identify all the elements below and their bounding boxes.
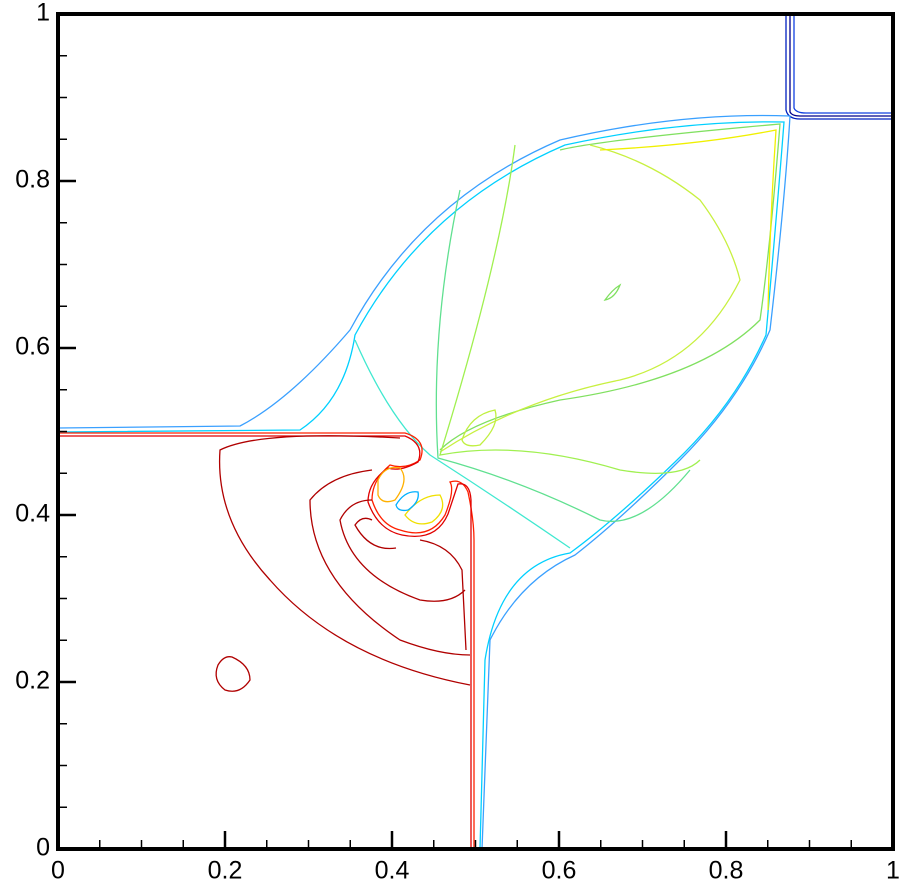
contour-line xyxy=(339,499,466,602)
contour-line xyxy=(439,144,701,474)
contour-line xyxy=(785,14,893,120)
contour-line xyxy=(354,339,571,549)
x-tick-label: 0.4 xyxy=(375,857,410,885)
contour-line xyxy=(57,114,791,850)
y-tick-label: 1 xyxy=(36,0,50,27)
x-tick-label: 0.2 xyxy=(208,857,243,885)
contour-line xyxy=(354,517,397,550)
contour-line xyxy=(789,14,893,117)
contour-line xyxy=(599,129,777,311)
contour-lines xyxy=(57,14,893,850)
contour-line xyxy=(215,656,251,692)
y-tick-label: 0.2 xyxy=(15,667,50,695)
contour-line xyxy=(218,435,471,686)
y-tick-label: 0.4 xyxy=(15,500,50,528)
contour-line xyxy=(461,409,497,447)
contour-line xyxy=(58,432,475,849)
contour-line xyxy=(58,435,472,849)
contour-line xyxy=(439,144,741,453)
contour-line xyxy=(439,123,781,451)
x-tick-label: 0.6 xyxy=(542,857,577,885)
contour-line xyxy=(435,189,691,522)
contour-line xyxy=(419,539,467,651)
contour-line xyxy=(793,14,893,114)
y-tick-label: 0.6 xyxy=(15,333,50,361)
contour-line xyxy=(57,121,785,850)
x-tick-label: 1 xyxy=(886,857,900,885)
contour-line xyxy=(603,283,622,301)
contour-line xyxy=(404,494,444,525)
contour-line xyxy=(395,491,419,512)
y-tick-label: 0 xyxy=(36,834,50,862)
x-tick-label: 0 xyxy=(51,857,65,885)
contour-line xyxy=(377,466,405,503)
x-tick-label: 0.8 xyxy=(709,857,744,885)
y-tick-label: 0.8 xyxy=(15,166,50,194)
contour-line xyxy=(309,469,471,656)
